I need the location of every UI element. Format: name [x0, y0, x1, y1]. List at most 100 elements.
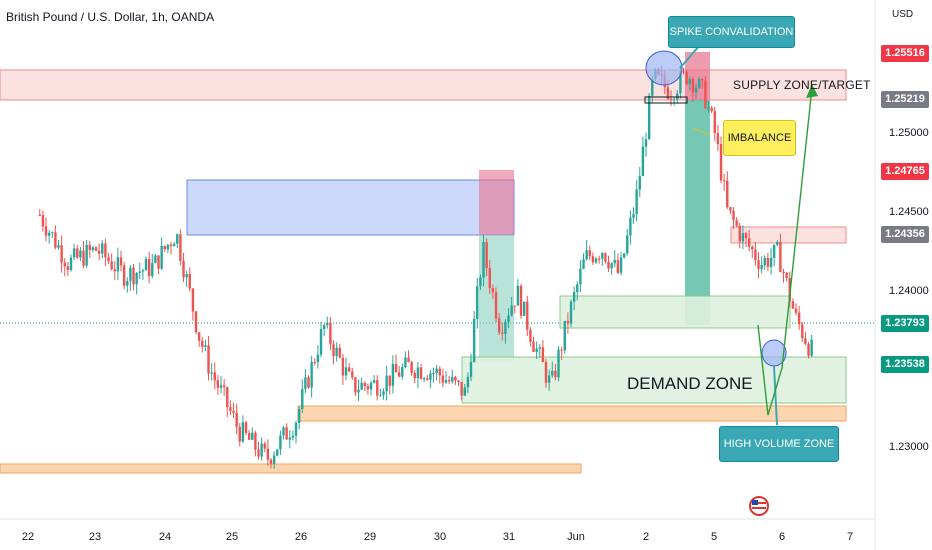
- candle-body: [266, 448, 270, 460]
- candle-body: [422, 378, 426, 380]
- candle-body: [194, 311, 198, 333]
- candle-body: [794, 308, 798, 313]
- candle-body: [204, 345, 207, 347]
- candle-body: [357, 389, 360, 393]
- candle-body: [101, 243, 104, 254]
- candle-body: [116, 257, 120, 272]
- x-tick-label: 6: [778, 531, 786, 543]
- price-tag: 1.24765: [881, 163, 929, 180]
- projection-arrow-path: [757, 87, 813, 416]
- candle-body: [388, 375, 391, 386]
- candle-body: [797, 312, 801, 325]
- candle-body: [279, 435, 282, 450]
- candle-body: [135, 272, 138, 285]
- candle-body: [544, 361, 548, 383]
- candle-body: [679, 71, 682, 94]
- us-flag-icon[interactable]: [749, 496, 769, 516]
- candle-body: [726, 180, 729, 208]
- candle-body: [369, 382, 373, 390]
- x-tick-label: 2: [642, 531, 650, 543]
- candle-body: [469, 361, 473, 377]
- x-tick-label: 30: [433, 531, 447, 543]
- candle-body: [66, 266, 70, 270]
- candle-body: [404, 357, 407, 368]
- orange-zone[interactable]: [297, 405, 847, 422]
- candle-body: [632, 214, 635, 218]
- orange-zone-lower[interactable]: [0, 463, 582, 474]
- candle-body: [676, 93, 679, 100]
- candle-body: [476, 286, 479, 319]
- candle-body: [47, 232, 51, 236]
- candle-body: [294, 422, 298, 436]
- candle-body: [363, 382, 366, 387]
- candle-body: [382, 391, 385, 396]
- x-tick-label: 7: [846, 531, 854, 543]
- candle-body: [182, 260, 185, 278]
- candle-body: [307, 377, 310, 388]
- candle-body: [751, 246, 754, 250]
- candle-body: [463, 387, 466, 396]
- candle-body: [176, 234, 179, 244]
- candle-body: [638, 176, 641, 190]
- candle-body: [351, 371, 354, 378]
- candle-body: [576, 284, 579, 293]
- candle-body: [701, 79, 704, 81]
- candle-body: [451, 376, 454, 382]
- blue-zone[interactable]: [186, 179, 515, 236]
- candle-body: [488, 268, 491, 289]
- candle-body: [732, 210, 735, 221]
- price-tag: 1.23793: [881, 315, 929, 332]
- candle-body: [201, 340, 204, 347]
- candle-body: [210, 372, 213, 374]
- candle-body: [216, 380, 220, 388]
- candle-body: [494, 292, 498, 319]
- candle-body: [579, 268, 582, 285]
- candle-body: [582, 259, 585, 269]
- spike-convalidation-callout[interactable]: SPIKE CONVALIDATION: [668, 16, 795, 48]
- candle-body: [738, 225, 741, 242]
- candle-body: [741, 233, 745, 242]
- imbalance-callout[interactable]: IMBALANCE: [723, 120, 796, 156]
- candle-body: [316, 354, 320, 363]
- candle-body: [526, 301, 529, 330]
- candle-body: [747, 238, 751, 247]
- supply-zone[interactable]: [0, 69, 847, 101]
- candle-body: [104, 243, 107, 258]
- candle-body: [376, 380, 379, 396]
- candle-body: [460, 382, 463, 396]
- candle-body: [372, 380, 376, 383]
- candle-body: [185, 273, 188, 278]
- candle-body: [51, 232, 54, 234]
- candle-body: [344, 367, 348, 376]
- candle-body: [804, 338, 807, 344]
- candle-body: [335, 347, 338, 357]
- candle-body: [644, 139, 648, 147]
- candle-body: [132, 267, 135, 285]
- candle-body: [188, 273, 191, 289]
- mid-demand-zone[interactable]: [559, 295, 791, 329]
- resistance-zone[interactable]: [730, 226, 847, 244]
- candle-body: [772, 244, 776, 258]
- candle-body: [707, 107, 710, 109]
- candle-body: [226, 387, 229, 408]
- candle-body: [685, 71, 688, 84]
- candle-body: [719, 144, 723, 181]
- candle-body: [688, 79, 691, 84]
- candle-body: [141, 270, 145, 272]
- volume-callout-connector: [773, 365, 778, 426]
- candle-body: [401, 367, 404, 377]
- candle-body: [119, 257, 123, 266]
- candle-body: [613, 259, 616, 264]
- candle-body: [169, 244, 173, 247]
- candle-body: [713, 111, 716, 133]
- candle-body: [41, 215, 45, 227]
- candle-body: [60, 245, 63, 263]
- projection-arrow-head: [806, 84, 818, 98]
- candle-body: [138, 271, 141, 273]
- price-tag: 1.25219: [881, 91, 929, 108]
- high-volume-zone-callout[interactable]: HIGH VOLUME ZONE: [719, 426, 839, 462]
- candle-body: [626, 235, 629, 254]
- us-flag-canton: [752, 500, 758, 505]
- candle-body: [735, 220, 738, 226]
